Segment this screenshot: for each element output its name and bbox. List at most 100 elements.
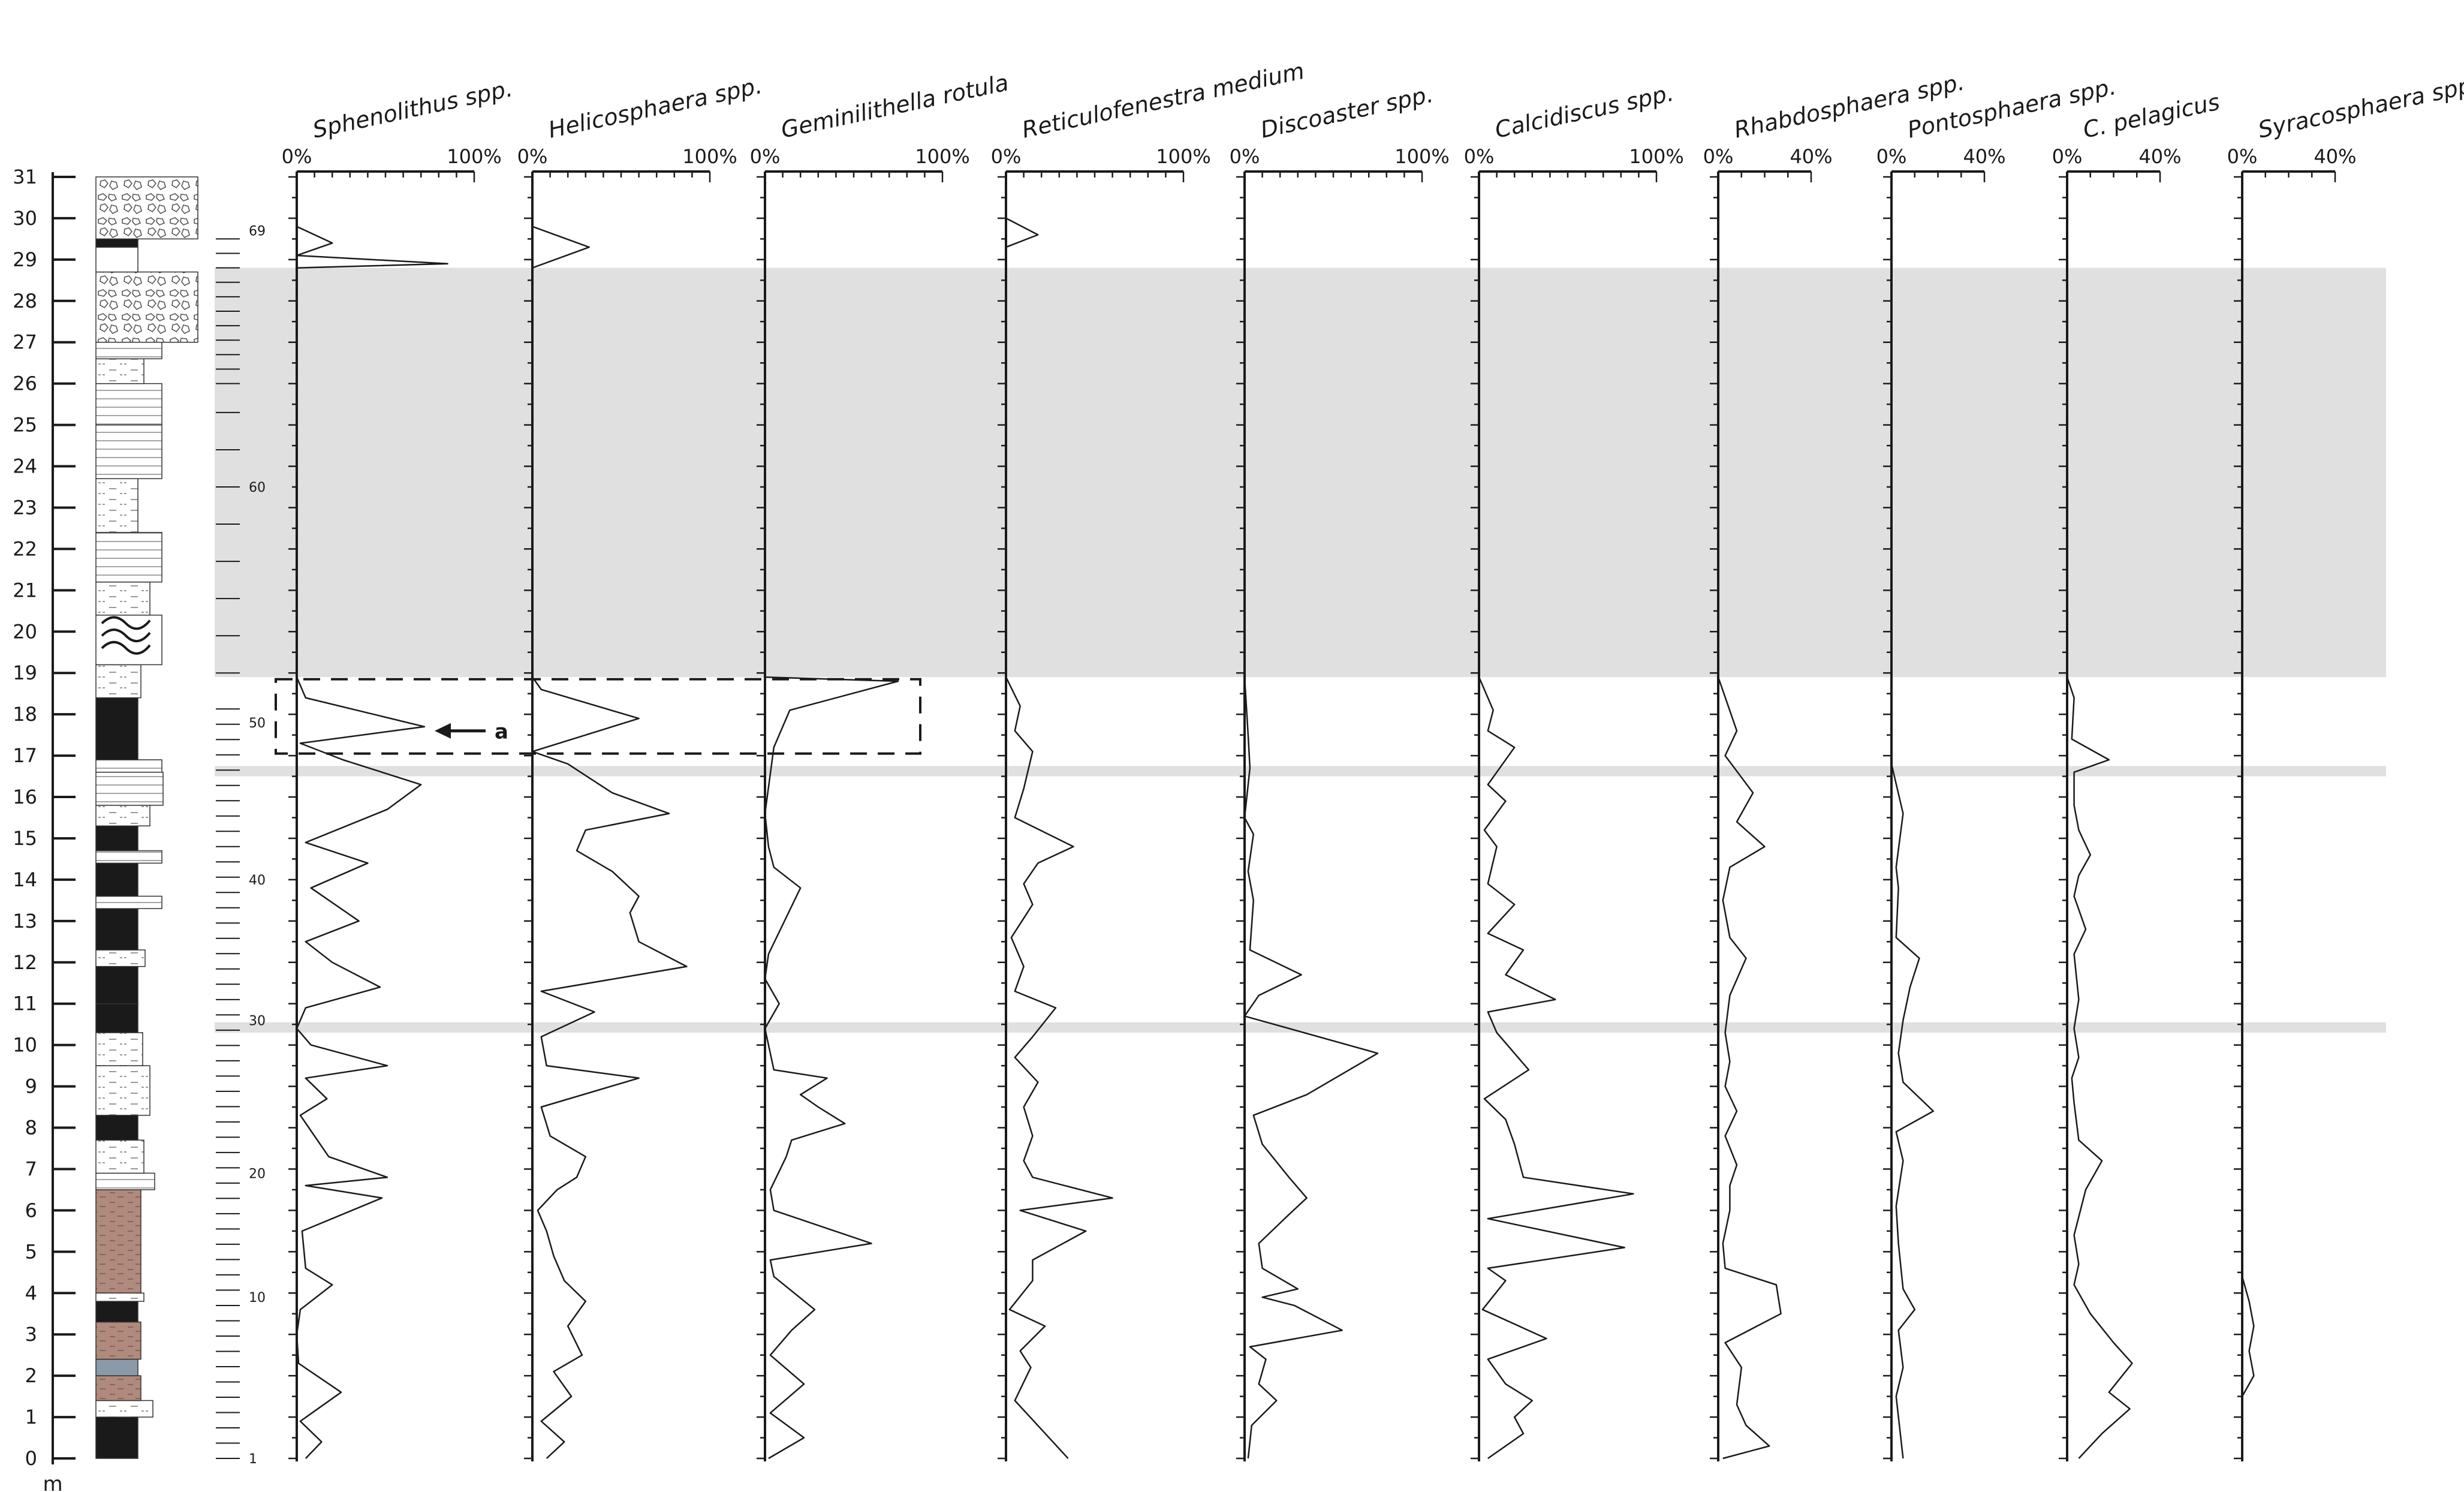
sample-number-label: 1 xyxy=(249,1452,257,1467)
panel-title: Calcidiscus spp. xyxy=(1493,80,1676,143)
litho-bed-25 xyxy=(95,664,141,699)
panel-tick-label-max: 40% xyxy=(2314,145,2356,168)
series-line-upper xyxy=(1005,217,1039,248)
litho-bed-11 xyxy=(95,1065,150,1116)
litho-bed-12 xyxy=(95,1032,143,1066)
dashed-highlight-box xyxy=(275,678,921,755)
litho-bed-19 xyxy=(95,850,162,864)
depth-tick-label: 25 xyxy=(13,414,37,437)
depth-tick-label: 0 xyxy=(25,1447,37,1470)
depth-tick-label: 10 xyxy=(13,1034,37,1057)
litho-bed-24 xyxy=(95,697,138,760)
slump-symbol xyxy=(101,640,151,655)
panel-tick-label-min: 0% xyxy=(1703,145,1734,168)
litho-bed-18 xyxy=(95,862,138,897)
panel-tick-label-min: 0% xyxy=(2227,145,2258,168)
panel-tick-label-min: 0% xyxy=(517,145,548,168)
depth-tick-label: 18 xyxy=(13,703,37,726)
depth-tick-label: 4 xyxy=(25,1282,37,1304)
litho-bed-34 xyxy=(95,271,198,343)
slump-symbol xyxy=(101,628,151,642)
lithologic-column xyxy=(95,176,198,1459)
litho-bed-10 xyxy=(95,1115,138,1141)
depth-tick-label: 13 xyxy=(13,910,37,932)
litho-bed-0 xyxy=(95,1416,138,1459)
depth-tick-label: 1 xyxy=(25,1406,37,1428)
litho-bed-29 xyxy=(95,478,138,533)
depth-tick-label: 3 xyxy=(25,1323,37,1346)
depth-tick-label: 6 xyxy=(25,1199,37,1222)
panel-tick-label-min: 0% xyxy=(991,145,1022,168)
litho-bed-21 xyxy=(95,805,150,827)
depth-tick-label: 8 xyxy=(25,1117,37,1139)
series-line xyxy=(1478,676,1634,1460)
depth-tick-label: 31 xyxy=(13,166,37,188)
depth-tick-label: 29 xyxy=(13,248,37,271)
litho-bed-36 xyxy=(95,238,138,248)
depth-tick-label: 19 xyxy=(13,661,37,684)
slump-symbol xyxy=(101,616,151,630)
panel-tick-label-max: 40% xyxy=(2138,145,2181,168)
litho-bed-20 xyxy=(95,825,138,852)
sample-column: 1 10 20 30 40 50 60 69 xyxy=(216,224,266,1467)
panel-tick-label-min: 0% xyxy=(1230,145,1260,168)
depth-tick-label: 28 xyxy=(13,290,37,312)
depth-tick-label: 20 xyxy=(13,620,37,643)
sample-number-label: 50 xyxy=(249,716,266,731)
litho-bed-8 xyxy=(95,1172,155,1190)
panel-tick-label-min: 0% xyxy=(2052,145,2083,168)
sample-number-label: 69 xyxy=(249,224,266,239)
panel-title: Syracosphaera spp xyxy=(2256,72,2464,143)
litho-bed-27 xyxy=(95,581,150,616)
depth-tick-label: 17 xyxy=(13,744,37,767)
depth-tick-label: 26 xyxy=(13,372,37,395)
litho-bed-35 xyxy=(95,246,138,273)
series-line xyxy=(1890,677,1935,1459)
depth-tick-label: 23 xyxy=(13,496,37,519)
litho-bed-33 xyxy=(95,341,162,360)
sample-number-label: 40 xyxy=(249,873,266,888)
depth-tick-label: 2 xyxy=(25,1364,37,1387)
litho-bed-16 xyxy=(95,908,138,950)
depth-tick-label: 22 xyxy=(13,537,37,560)
panel-title: Helicosphaera spp. xyxy=(546,72,764,143)
litho-bed-5 xyxy=(95,1301,138,1323)
series-line xyxy=(296,676,426,1459)
panel-tick-label-min: 0% xyxy=(282,145,312,168)
panel-tick-label-max: 100% xyxy=(1394,145,1449,168)
sample-number-label: 10 xyxy=(249,1291,266,1306)
annotation-label: a xyxy=(495,720,508,744)
series-line-upper xyxy=(532,225,590,269)
depth-tick-label: 30 xyxy=(13,207,37,230)
highlight-box: a xyxy=(275,678,921,755)
annotation-arrow-head xyxy=(435,723,451,739)
depth-tick-label: 5 xyxy=(25,1240,37,1263)
litho-bed-1 xyxy=(95,1400,153,1418)
litho-bed-3 xyxy=(95,1358,138,1376)
depth-tick-label: 16 xyxy=(13,786,37,808)
litho-bed-28 xyxy=(95,532,162,583)
panel-title: Sphenolithus spp. xyxy=(311,75,515,143)
litho-bed-15 xyxy=(95,949,146,967)
depth-axis: 0123456789101112131415161718192021222324… xyxy=(13,166,76,1470)
series-line xyxy=(531,676,688,1459)
panel-tick-label-max: 40% xyxy=(1963,145,2005,168)
depth-tick-label: 15 xyxy=(13,827,37,850)
sample-number-label: 20 xyxy=(249,1166,266,1181)
litho-bed-32 xyxy=(95,358,144,384)
depth-tick-label: 7 xyxy=(25,1157,37,1180)
sample-number-label: 60 xyxy=(249,480,266,495)
litho-bed-14 xyxy=(95,965,138,1004)
litho-bed-7 xyxy=(95,1189,141,1294)
depth-tick-label: 14 xyxy=(13,868,37,891)
shaded-band-1 xyxy=(215,766,2386,777)
panel-title: Geminilithella rotula xyxy=(779,69,1011,143)
series-line xyxy=(1717,676,1782,1460)
series-line xyxy=(2066,676,2133,1459)
series-line xyxy=(1243,677,1379,1459)
sample-number-label: 30 xyxy=(249,1013,266,1028)
depth-tick-label: 11 xyxy=(13,992,37,1015)
litho-bed-22 xyxy=(95,771,164,806)
series-line xyxy=(764,676,899,1460)
